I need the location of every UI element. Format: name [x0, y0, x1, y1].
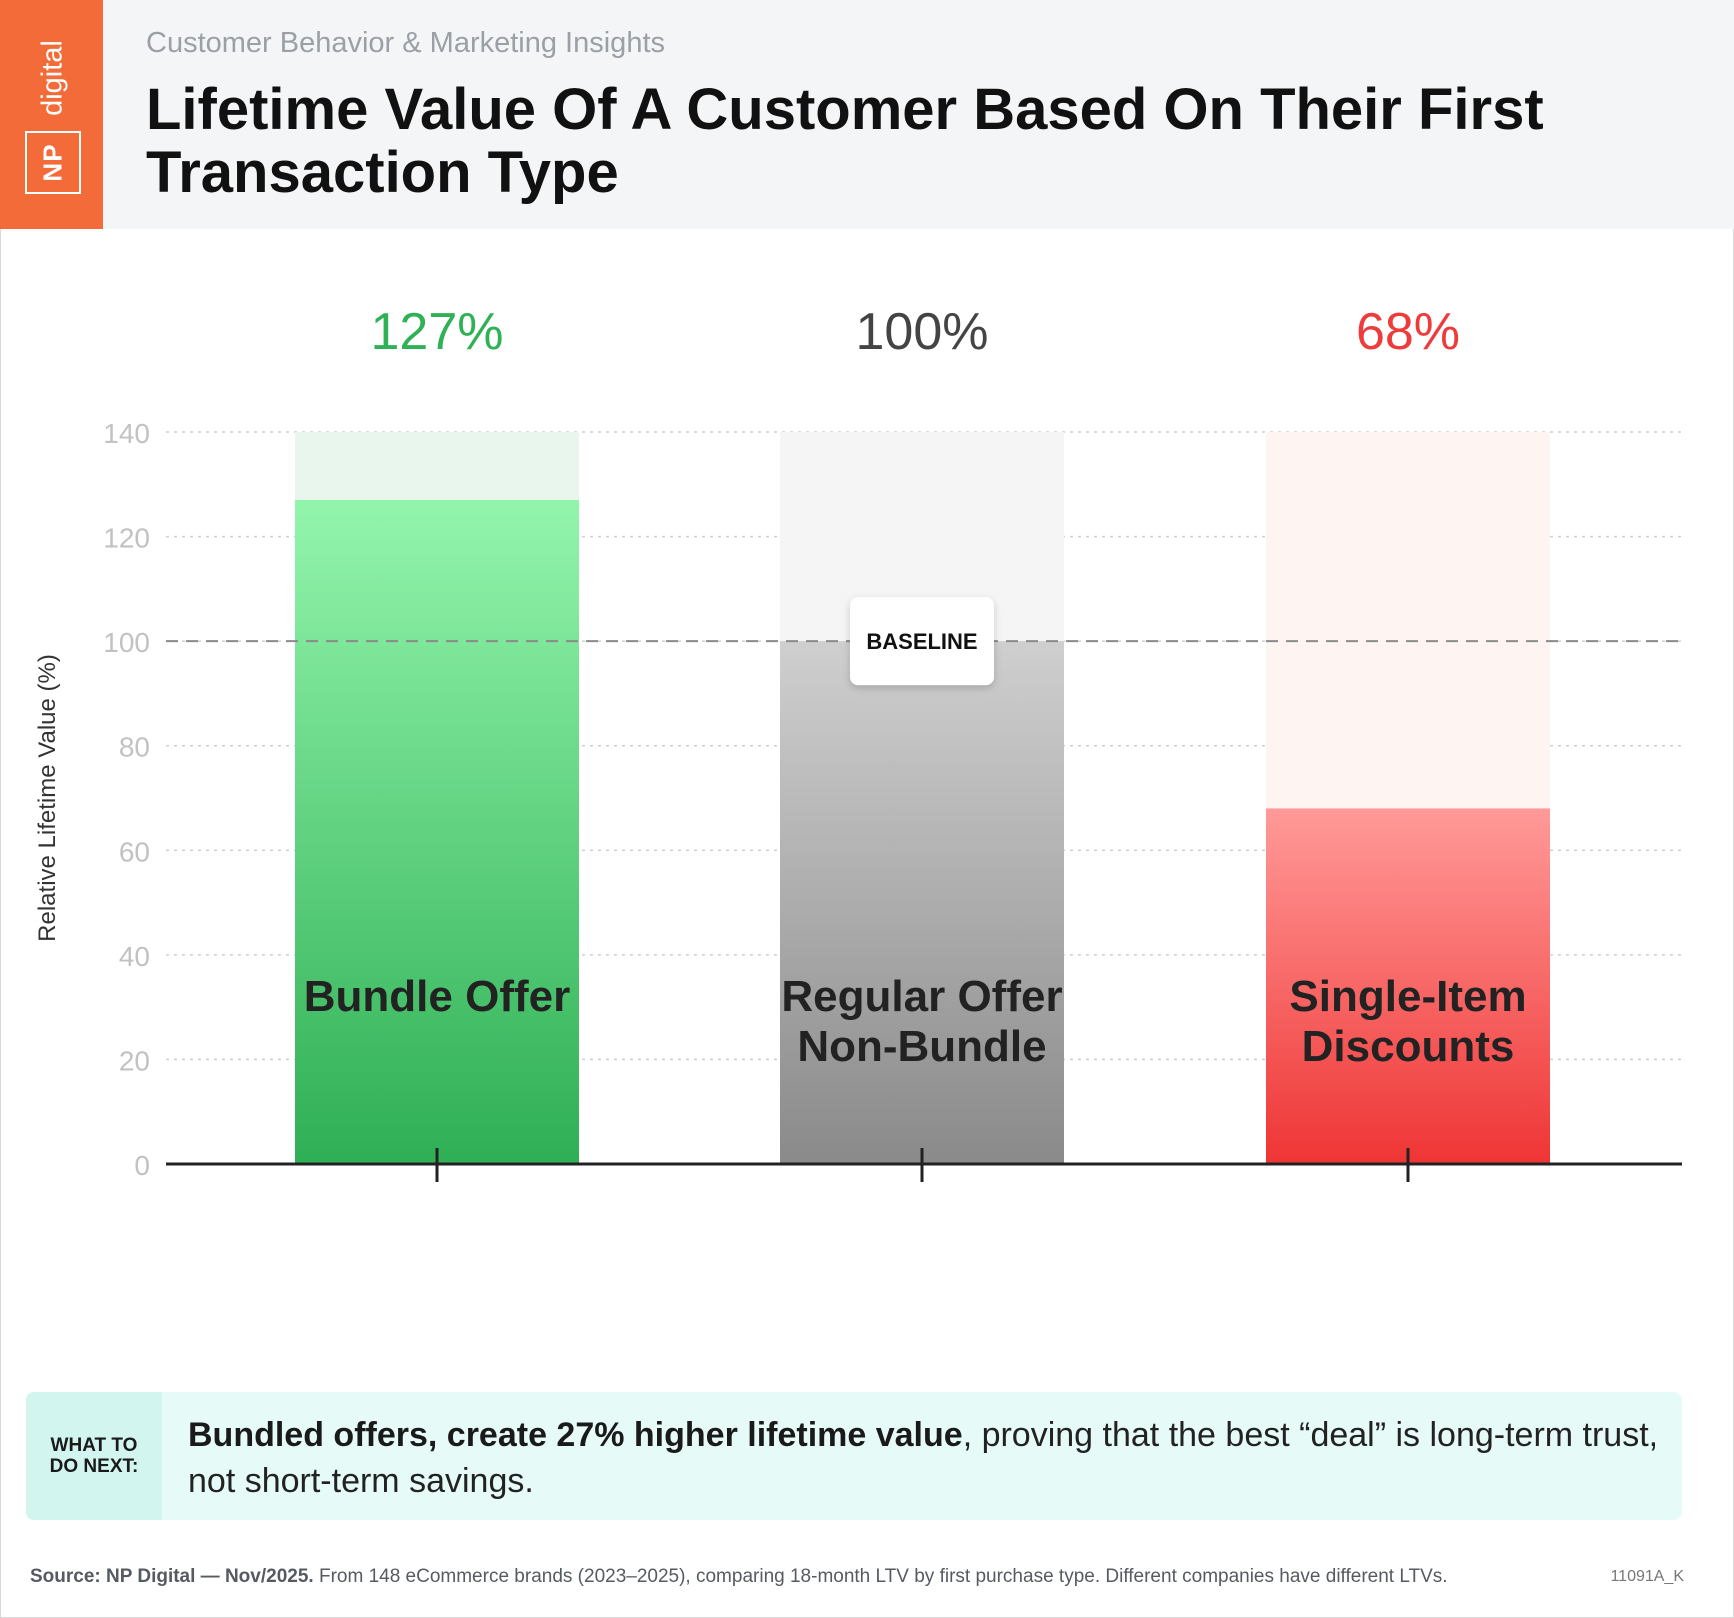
bar-2 [780, 641, 1064, 1164]
y-axis-label: Relative Lifetime Value (%) [34, 654, 61, 942]
bar-3 [1266, 808, 1550, 1164]
np-digital-logo: digital NP [0, 0, 103, 229]
callout-tag-line2: DO NEXT: [49, 1456, 139, 1477]
header: digital NP Customer Behavior & Marketing… [0, 0, 1734, 229]
callout-rest: , proving that the best “deal” is long-t… [188, 1416, 1659, 1500]
what-to-do-next-callout: WHAT TO DO NEXT: Bundled offers, create 2… [26, 1392, 1682, 1520]
source-note: Source: NP Digital — Nov/2025. From 148 … [30, 1566, 1448, 1588]
category-label-1: Bundle Offer [304, 972, 570, 1021]
y-tick-label-60: 60 [119, 836, 150, 867]
category-label-2: Regular Offer Non-Bundle [781, 972, 1062, 1071]
y-tick-label-100: 100 [103, 627, 150, 658]
logo-np-box: NP [25, 131, 81, 194]
source-bold: Source: NP Digital — Nov/2025. [30, 1566, 314, 1587]
callout-text: Bundled offers, create 27% higher lifeti… [188, 1412, 1668, 1504]
value-label-2: 100% [856, 303, 989, 361]
baseline-reference: BASELINE [166, 597, 1682, 686]
y-tick-label-80: 80 [119, 732, 150, 763]
callout-bold: Bundled offers, create 27% higher lifeti… [188, 1416, 963, 1454]
logo-np-text: NP [37, 143, 68, 182]
bars [295, 499, 1550, 1164]
page-title: Lifetime Value Of A Customer Based On Th… [146, 77, 1544, 205]
baseline-badge [850, 597, 994, 686]
axes [166, 1148, 1682, 1182]
bar-chart: BASELINE 0 20 40 60 80 100 120 140 Relative Life… [34, 303, 1682, 1182]
callout-tag: WHAT TO DO NEXT: [26, 1392, 162, 1520]
callout-tag-line1: WHAT TO [50, 1435, 138, 1456]
logo-wordmark: digital [36, 40, 69, 116]
y-tick-label-20: 20 [119, 1045, 150, 1076]
graphic-code: 11091A_K [1610, 1568, 1684, 1585]
y-tick-label-40: 40 [119, 941, 150, 972]
kicker: Customer Behavior & Marketing Insights [146, 27, 665, 59]
baseline-badge-label: BASELINE [866, 629, 977, 654]
category-label-3: Single-Item Discounts [1289, 972, 1526, 1071]
y-tick-label-0: 0 [134, 1150, 150, 1181]
value-label-3: 68% [1356, 303, 1460, 361]
y-tick-label-140: 140 [103, 418, 150, 449]
source-rest: From 148 eCommerce brands (2023–2025), c… [313, 1566, 1448, 1587]
value-label-1: 127% [371, 303, 504, 361]
labels: 0 20 40 60 80 100 120 140 Relative Lifetime Valu… [34, 303, 1527, 1181]
bar-1 [295, 499, 579, 1164]
y-tick-label-120: 120 [103, 523, 150, 554]
